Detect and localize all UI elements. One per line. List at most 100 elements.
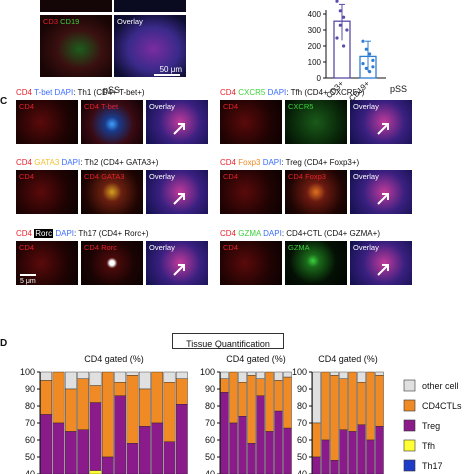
- arrow-icon: [173, 123, 185, 135]
- panel-d-stacked-charts: CD4 gated (%) 100 90 80 70 60 50 40 CD4 gated (%…: [20, 354, 462, 474]
- d-ytick-label: 50: [205, 452, 215, 462]
- b-point: [364, 66, 368, 70]
- b-point: [371, 65, 375, 69]
- d-segment-Treg: [348, 431, 357, 474]
- d-segment-Treg: [265, 431, 274, 474]
- d-segment-CD4CTLs: [312, 422, 321, 458]
- d-segment-CD4CTLs: [101, 371, 114, 458]
- micrograph-tile-0-left-2: Overlay: [146, 100, 208, 144]
- d-ytick-label: 50: [297, 452, 307, 462]
- legend-label: other cell: [422, 381, 459, 391]
- micrograph-tile-1-left-2: Overlay: [146, 170, 208, 214]
- panel-d-subtitle: CD4 gated (%): [84, 354, 144, 364]
- tile-label: Overlay: [149, 102, 175, 111]
- tile-label: CD4 T-bet: [84, 102, 119, 111]
- d-segment-CD4CTLs: [274, 380, 283, 412]
- d-segment-Treg: [101, 456, 114, 474]
- d-segment-CD4CTLs: [339, 378, 348, 430]
- d-segment-Treg: [151, 422, 164, 474]
- d-segment-other-cell: [138, 371, 151, 390]
- micrograph-tile-1-right-2: Overlay: [350, 170, 412, 214]
- d-segment-other-cell: [357, 371, 366, 383]
- d-segment-Treg: [339, 429, 348, 474]
- panel-c-label-1-left: CD4 GATA3 DAPI: Th2 (CD4+ GATA3+): [16, 158, 158, 167]
- d-segment-other-cell: [256, 371, 265, 380]
- d-segment-Treg: [40, 414, 53, 474]
- cell-type-desc: : Treg (CD4+ Foxp3+): [281, 158, 360, 167]
- micrograph-tile-2-left-1: CD4 Rorc: [81, 241, 143, 285]
- d-ytick-label: 40: [297, 469, 307, 474]
- tile-label: CD4: [223, 102, 239, 111]
- d-segment-CD4CTLs: [321, 371, 330, 441]
- marker-dapi: DAPI: [260, 229, 282, 238]
- scale-bar-label: 50 μm: [159, 65, 182, 74]
- d-segment-other-cell: [163, 371, 176, 383]
- d-ytick-label: 40: [205, 469, 215, 474]
- d-segment-other-cell: [175, 371, 188, 380]
- panel-d-letter: D: [0, 338, 8, 349]
- d-ytick-label: 70: [25, 418, 35, 428]
- micrograph-tile-2-right-2: Overlay: [350, 241, 412, 285]
- d-segment-other-cell: [89, 371, 102, 386]
- d-ytick-label: 100: [20, 367, 35, 377]
- d-segment-Treg: [89, 402, 102, 471]
- d-segment-CD4CTLs: [375, 375, 384, 427]
- d-segment-CD4CTLs: [175, 378, 188, 405]
- cell-type-desc: : Th2 (CD4+ GATA3+): [80, 158, 159, 167]
- d-segment-other-cell: [40, 371, 53, 381]
- arrow-icon: [173, 264, 185, 276]
- marker-cd4: CD4: [220, 158, 239, 167]
- d-segment-other-cell: [339, 371, 348, 380]
- arrow-icon: [377, 193, 389, 205]
- d-segment-Treg: [274, 410, 283, 474]
- legend-label: CD4CTLs: [422, 401, 462, 411]
- d-ytick-label: 100: [200, 367, 215, 377]
- arrow-icon: [173, 193, 185, 205]
- tile-label: Overlay: [353, 102, 379, 111]
- d-segment-CD4CTLs: [114, 382, 127, 397]
- d-segment-Treg: [77, 429, 90, 474]
- tile-label: Overlay: [353, 172, 379, 181]
- d-segment-other-cell: [375, 371, 384, 376]
- d-segment-other-cell: [64, 371, 77, 390]
- d-ytick-label: 90: [205, 384, 215, 394]
- micrograph-tile-1-right-1: CD4 Foxp3: [285, 170, 347, 214]
- legend-swatch: [403, 399, 416, 412]
- micrograph-tile-2-left-0: CD4 5 μm: [16, 241, 78, 285]
- d-segment-CD4CTLs: [126, 375, 139, 444]
- b-ytick-label: 300: [308, 26, 322, 35]
- tile-label: CD4: [19, 243, 35, 252]
- d-segment-Treg: [126, 443, 139, 474]
- marker-secondary: GZMA: [238, 229, 261, 238]
- cell-type-desc: : Th1 (CD4+ T-bet+): [73, 88, 145, 97]
- b-point: [335, 36, 339, 40]
- legend-label: Tfh: [422, 441, 435, 451]
- panel-c-letter: C: [0, 96, 8, 107]
- tile-label: CD4 Foxp3: [288, 172, 326, 181]
- legend-label: Th17: [422, 461, 443, 471]
- panel-b-condition: pSS: [103, 85, 121, 95]
- d-segment-CD4CTLs: [220, 378, 229, 393]
- marker-cd4: CD4: [16, 229, 35, 238]
- d-segment-CD4CTLs: [77, 378, 90, 430]
- d-segment-CD4CTLs: [138, 388, 151, 427]
- d-segment-CD4CTLs: [256, 378, 265, 396]
- d-segment-Treg: [256, 395, 265, 474]
- d-segment-Treg: [175, 404, 188, 474]
- d-segment-CD4CTLs: [151, 371, 164, 424]
- d-segment-CD4CTLs: [366, 371, 375, 441]
- b-ytick-label: 100: [308, 58, 322, 67]
- micrograph-tile-0-right-0: CD4: [220, 100, 282, 144]
- marker-secondary: T-bet: [34, 88, 53, 97]
- d-segment-other-cell: [220, 371, 229, 380]
- tile-label: CD4: [19, 172, 35, 181]
- tile-label: Overlay: [149, 172, 175, 181]
- legend-label: Treg: [422, 421, 440, 431]
- marker-cd4: CD4: [220, 88, 239, 97]
- b-point: [338, 9, 342, 13]
- d-segment-CD4CTLs: [283, 376, 292, 429]
- panel-c-label-0-left: CD4 T-bet DAPI: Th1 (CD4+ T-bet+): [16, 88, 145, 97]
- b-point: [368, 52, 372, 56]
- cd3-label: CD3: [43, 17, 59, 26]
